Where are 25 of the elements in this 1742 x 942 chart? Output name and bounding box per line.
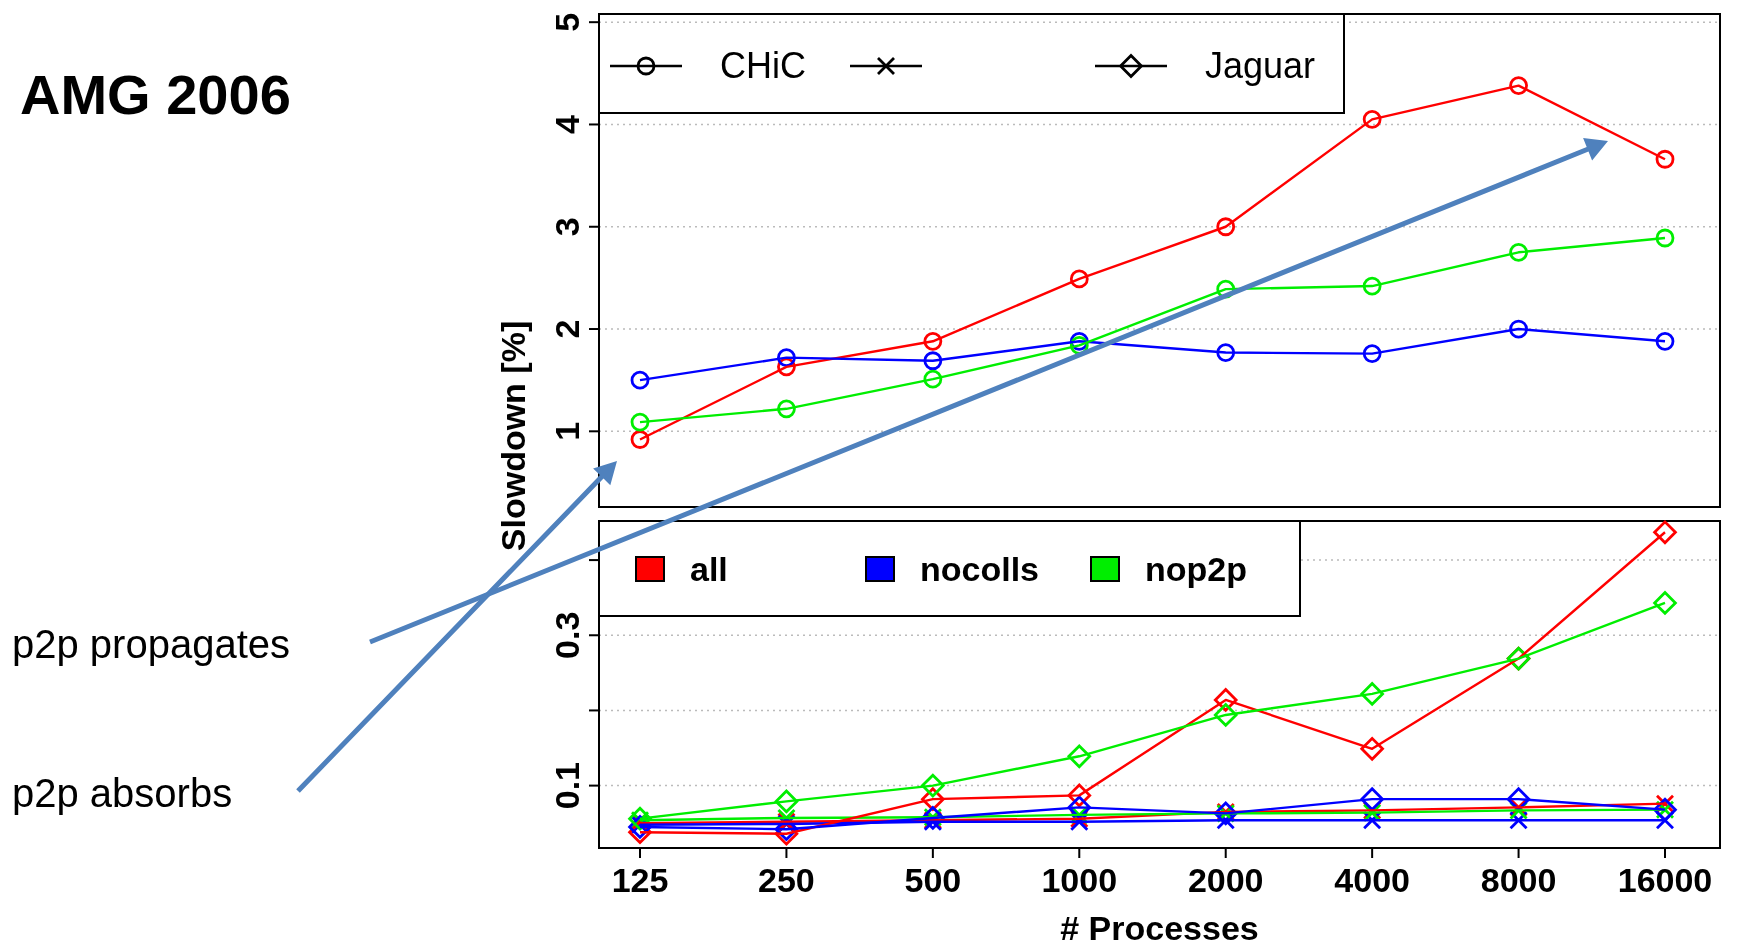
y-tick-label: 3: [548, 217, 586, 237]
x-tick-label: 16000: [1617, 861, 1713, 899]
x-tick-label: 2000: [1187, 861, 1264, 899]
legend-label: all: [690, 550, 728, 588]
x-tick-label: 500: [904, 861, 962, 899]
legend-label: nop2p: [1145, 550, 1247, 588]
text: p2p propagates: [12, 622, 291, 666]
annotation: Jaguar: [1205, 45, 1316, 86]
annotation: CHiC: [720, 45, 806, 86]
x-tick-label: 8000: [1480, 861, 1557, 899]
x-tick-label: 4000: [1334, 861, 1410, 899]
x-axis-title: # Processes: [1060, 909, 1259, 942]
y-tick-label: 0.1: [548, 761, 586, 810]
y-tick-label: 4: [548, 114, 586, 134]
y-tick-label: 5: [548, 12, 586, 32]
text: p2p absorbs: [12, 771, 233, 815]
y-axis-title: Slowdown [%]: [494, 320, 532, 552]
x-tick-label: 125: [611, 861, 669, 899]
x-tick-label: 1000: [1041, 861, 1118, 899]
legend-label: nocolls: [920, 550, 1040, 588]
y-tick-label: 1: [548, 421, 586, 441]
y-tick-label: 0.3: [548, 611, 586, 659]
text: AMG 2006: [20, 63, 291, 126]
y-tick-label: 2: [548, 319, 586, 339]
x-tick-label: 250: [758, 861, 815, 899]
